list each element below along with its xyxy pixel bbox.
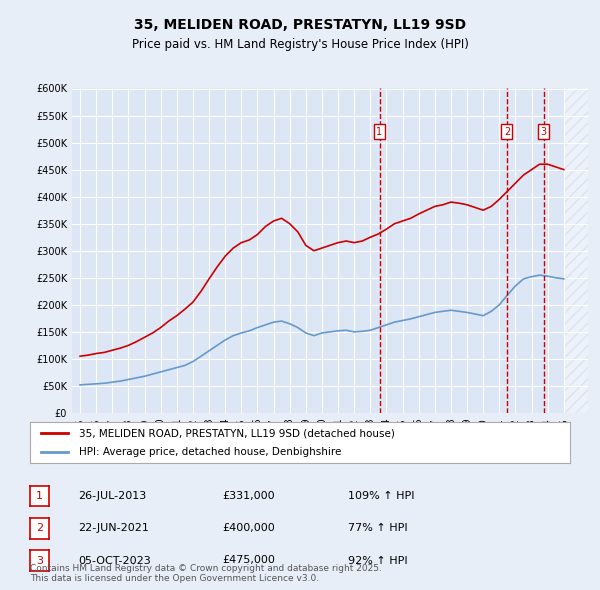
Text: Contains HM Land Registry data © Crown copyright and database right 2025.
This d: Contains HM Land Registry data © Crown c…	[30, 563, 382, 583]
Text: 2: 2	[36, 523, 43, 533]
Text: 2: 2	[504, 127, 510, 137]
Text: £331,000: £331,000	[222, 491, 275, 500]
Text: 77% ↑ HPI: 77% ↑ HPI	[348, 523, 407, 533]
Text: 3: 3	[541, 127, 547, 137]
Text: 109% ↑ HPI: 109% ↑ HPI	[348, 491, 415, 500]
Text: 1: 1	[36, 491, 43, 501]
Text: 05-OCT-2023: 05-OCT-2023	[78, 556, 151, 565]
Bar	[564, 88, 588, 413]
Text: 22-JUN-2021: 22-JUN-2021	[78, 523, 149, 533]
Text: £475,000: £475,000	[222, 556, 275, 565]
Text: 1: 1	[376, 127, 383, 137]
Text: HPI: Average price, detached house, Denbighshire: HPI: Average price, detached house, Denb…	[79, 447, 341, 457]
Text: £400,000: £400,000	[222, 523, 275, 533]
Text: 35, MELIDEN ROAD, PRESTATYN, LL19 9SD (detached house): 35, MELIDEN ROAD, PRESTATYN, LL19 9SD (d…	[79, 428, 394, 438]
Text: 26-JUL-2013: 26-JUL-2013	[78, 491, 146, 500]
Text: Price paid vs. HM Land Registry's House Price Index (HPI): Price paid vs. HM Land Registry's House …	[131, 38, 469, 51]
Text: 35, MELIDEN ROAD, PRESTATYN, LL19 9SD: 35, MELIDEN ROAD, PRESTATYN, LL19 9SD	[134, 18, 466, 32]
Text: 3: 3	[36, 556, 43, 566]
Text: 92% ↑ HPI: 92% ↑ HPI	[348, 556, 407, 565]
